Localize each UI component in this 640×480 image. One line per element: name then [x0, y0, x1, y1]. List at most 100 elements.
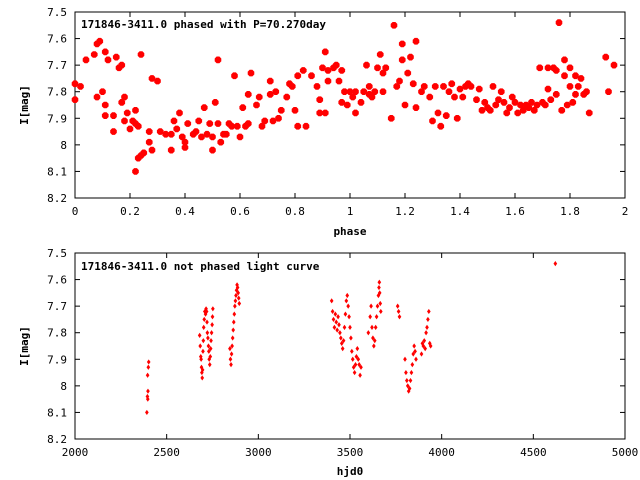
- data-point: [354, 354, 359, 360]
- data-point: [350, 348, 354, 354]
- data-point: [118, 99, 126, 106]
- chart-title: 171846-3411.0 not phased light curve: [81, 260, 320, 273]
- data-point: [536, 64, 544, 72]
- data-point: [110, 112, 117, 119]
- data-point: [351, 364, 356, 370]
- data-point: [261, 117, 269, 125]
- data-point: [369, 303, 373, 309]
- plot-frame: [74, 252, 626, 440]
- data-point: [405, 377, 409, 384]
- data-point: [420, 83, 428, 90]
- data-point: [372, 338, 377, 344]
- data-point: [203, 130, 211, 138]
- data-point: [71, 80, 79, 88]
- data-point: [214, 56, 222, 64]
- data-point: [525, 104, 533, 111]
- y-tick-label: 8: [60, 380, 67, 393]
- data-point: [178, 133, 186, 141]
- data-point: [360, 88, 368, 95]
- data-point: [137, 51, 145, 58]
- data-point: [236, 295, 241, 301]
- data-point: [574, 83, 582, 90]
- x-tick-label: 0.6: [230, 205, 250, 218]
- data-point: [377, 284, 381, 291]
- data-point: [561, 72, 568, 80]
- data-point: [475, 85, 483, 93]
- data-point: [456, 85, 464, 93]
- data-point: [118, 61, 126, 69]
- data-point: [229, 362, 233, 368]
- data-point: [132, 107, 139, 114]
- data-point: [332, 61, 340, 69]
- data-point: [344, 298, 349, 304]
- data-point: [207, 362, 212, 368]
- data-point: [214, 120, 222, 127]
- data-point: [404, 69, 412, 77]
- data-point: [198, 133, 205, 141]
- data-point: [228, 346, 232, 352]
- y-tick-label: 7.5: [47, 6, 67, 19]
- data-point: [404, 369, 408, 376]
- data-point: [200, 369, 204, 376]
- data-point: [205, 330, 210, 336]
- data-point: [200, 104, 208, 111]
- data-point: [121, 117, 128, 125]
- data-point: [275, 115, 282, 122]
- data-point: [396, 308, 401, 315]
- y-tick-label: 8.2: [47, 192, 67, 205]
- data-point: [410, 362, 415, 368]
- data-point: [420, 340, 425, 346]
- data-point: [373, 324, 378, 330]
- x-axis-label: hjd0: [337, 465, 364, 478]
- data-point: [288, 83, 296, 90]
- data-point: [602, 53, 610, 61]
- data-point: [421, 343, 426, 349]
- data-point: [377, 290, 382, 296]
- data-point: [500, 99, 508, 106]
- data-point: [453, 115, 461, 122]
- data-point: [313, 83, 321, 90]
- y-tick-label: 7.8: [47, 327, 67, 340]
- data-point: [202, 316, 207, 323]
- data-point: [478, 107, 486, 114]
- data-point: [346, 88, 354, 95]
- data-point: [359, 364, 363, 370]
- data-point: [210, 322, 214, 328]
- y-tick-label: 7.6: [47, 33, 67, 46]
- data-point: [162, 130, 170, 138]
- y-tick-label: 8.1: [47, 406, 67, 419]
- data-point: [401, 101, 409, 109]
- data-point: [577, 75, 585, 82]
- data-point: [374, 314, 379, 320]
- data-point: [206, 335, 210, 341]
- data-point: [154, 77, 161, 85]
- data-point: [377, 279, 382, 285]
- data-point: [266, 77, 274, 85]
- data-point: [331, 316, 336, 323]
- data-point: [316, 96, 324, 103]
- data-point: [338, 99, 346, 106]
- data-point: [321, 48, 329, 56]
- data-point: [145, 409, 149, 416]
- y-tick-label: 7.5: [47, 247, 67, 260]
- data-point: [422, 338, 427, 344]
- data-point: [222, 130, 230, 138]
- x-tick-label: 1.2: [395, 205, 415, 218]
- data-point: [140, 149, 148, 157]
- data-point: [233, 303, 237, 309]
- x-tick-label: 3500: [337, 446, 364, 459]
- data-point: [378, 300, 383, 307]
- data-point: [283, 93, 291, 101]
- data-point: [230, 343, 234, 349]
- data-point: [204, 308, 209, 315]
- x-tick-label: 2: [622, 205, 629, 218]
- data-point: [356, 356, 361, 362]
- data-point: [379, 88, 387, 95]
- data-point: [426, 93, 434, 101]
- data-point: [552, 67, 560, 74]
- data-point: [428, 343, 433, 349]
- data-point: [206, 343, 211, 349]
- data-point: [414, 356, 418, 362]
- data-point: [419, 351, 424, 357]
- data-point: [372, 343, 376, 349]
